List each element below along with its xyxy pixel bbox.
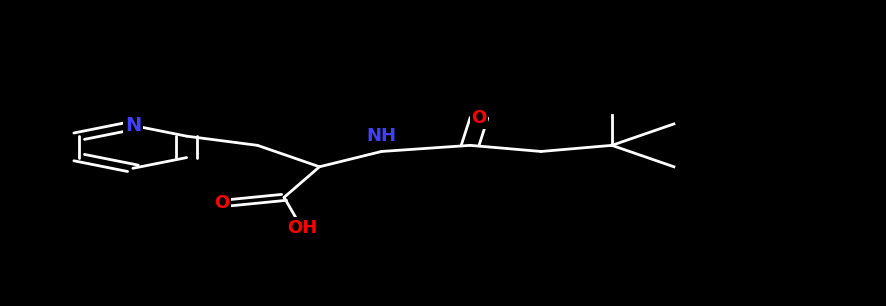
Text: O: O [471,109,486,127]
Text: N: N [125,116,141,135]
Text: O: O [214,195,229,212]
Text: NH: NH [367,127,397,145]
Text: OH: OH [287,219,317,237]
